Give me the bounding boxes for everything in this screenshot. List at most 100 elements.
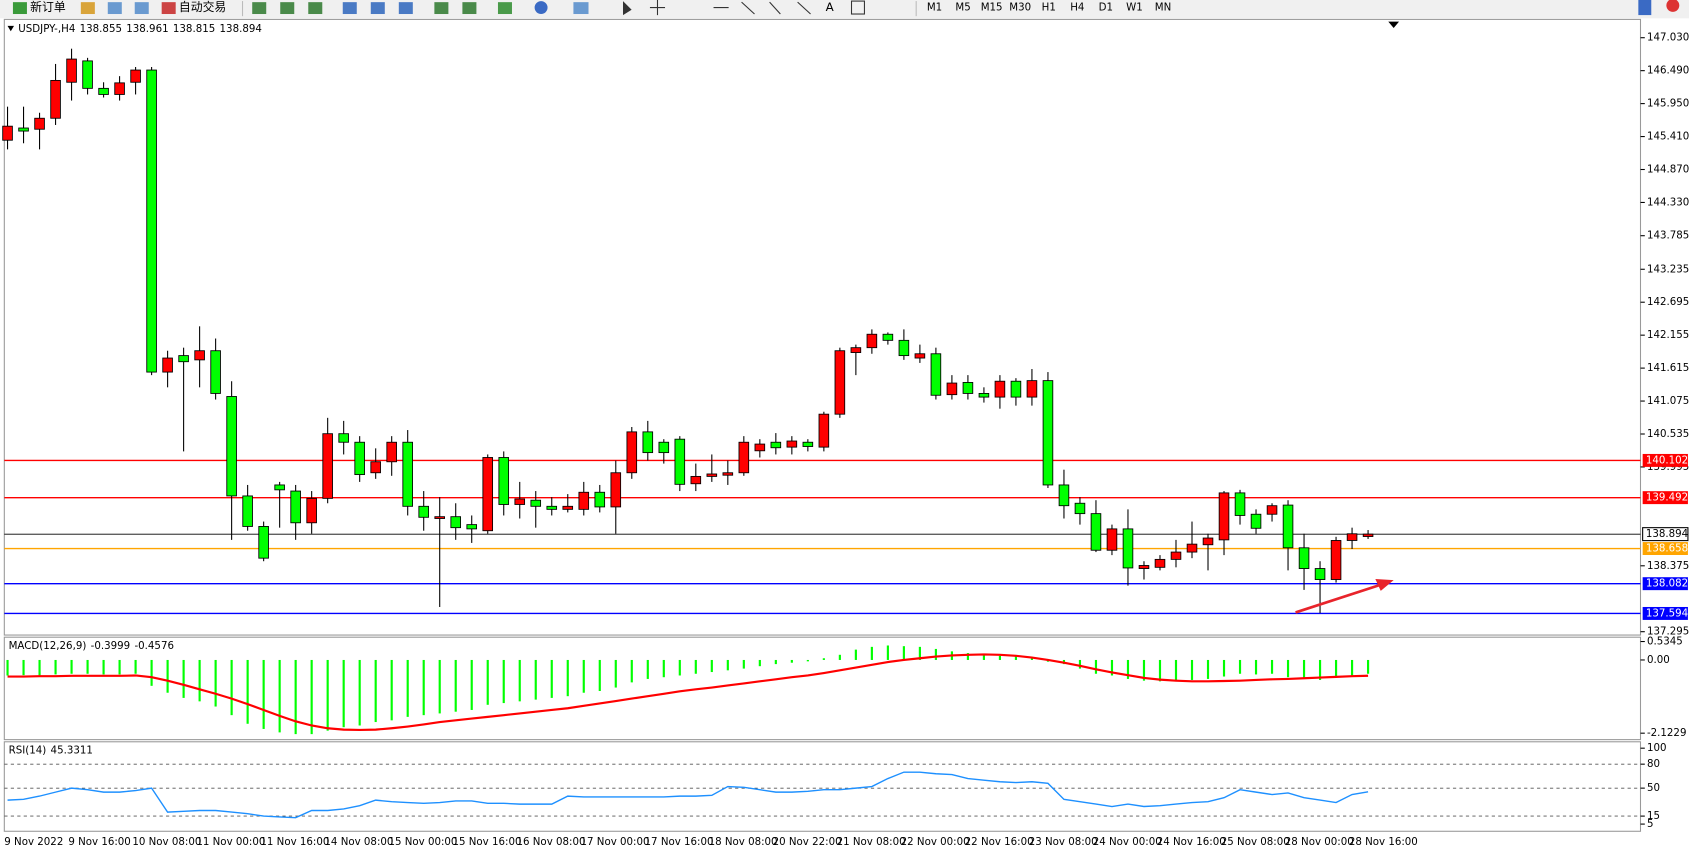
macd-bar — [454, 659, 457, 712]
timeframe-button[interactable]: M15 — [981, 2, 1003, 14]
y-tick-label: 5 — [1647, 818, 1654, 830]
indicator-header: MACD(12,26,9) -0.3999 -0.4576 — [9, 640, 174, 652]
timeframes: M1 M5 M15 M30 H1 H4 D1 W1 MN — [927, 2, 1171, 14]
x-tick-label: 25 Nov 08:00 — [1221, 836, 1290, 848]
y-tick-label: 137.295 — [1647, 626, 1689, 638]
icon — [280, 2, 295, 15]
macd-bar — [966, 653, 969, 660]
macd-bar — [870, 646, 873, 660]
indicator-name: USDJPY-,H4 — [18, 23, 75, 35]
macd-signal — [7, 653, 1369, 732]
candle-body — [338, 433, 349, 443]
candle-body — [706, 473, 718, 477]
icon — [80, 2, 95, 15]
candle-body — [978, 392, 990, 398]
annotation-arrowhead — [1375, 578, 1394, 591]
macd-bar — [1366, 659, 1370, 674]
y-tick-label: 15 — [1647, 810, 1660, 822]
y-tick-label: 141.075 — [1647, 395, 1689, 407]
candle-body — [1218, 492, 1230, 541]
candle-body — [898, 339, 910, 357]
icon — [573, 2, 589, 15]
candle-body — [114, 82, 125, 95]
candle-body — [626, 431, 638, 474]
timeframe-button[interactable]: M30 — [1009, 2, 1031, 14]
macd-bar — [214, 659, 217, 707]
candle-body — [18, 127, 29, 132]
y-tick-label: 143.235 — [1647, 263, 1689, 275]
candle-body — [690, 475, 702, 485]
timeframe-button[interactable]: H4 — [1070, 2, 1084, 14]
candle-body — [1042, 380, 1054, 486]
price-level-label: 140.102 — [1646, 454, 1688, 466]
macd-bar — [1110, 659, 1114, 676]
candle-body — [386, 441, 397, 463]
y-tick-label: 80 — [1647, 758, 1660, 770]
timeframe-button[interactable]: M1 — [927, 2, 942, 14]
x-tick-label: 17 Nov 16:00 — [645, 836, 714, 848]
candle-body — [594, 491, 606, 508]
candle-body — [530, 499, 542, 507]
macd-bar — [246, 659, 249, 724]
macd-bar — [1270, 659, 1274, 674]
macd-bar — [38, 659, 41, 676]
indicator-value: 138.961 — [126, 23, 168, 35]
candle-body — [1106, 528, 1118, 551]
auto-trading-button[interactable]: 自动交易 — [179, 0, 226, 14]
macd-bar — [118, 659, 121, 675]
timeframe-button[interactable]: W1 — [1126, 2, 1143, 14]
macd-bar — [630, 659, 633, 683]
candle-body — [1282, 504, 1294, 549]
macd-bar — [1254, 659, 1258, 675]
candle-body — [50, 79, 61, 119]
macd-bar — [1334, 659, 1338, 678]
candle-body — [946, 382, 958, 396]
y-tick-label: 144.870 — [1647, 164, 1689, 176]
timeframe-button[interactable]: M5 — [955, 2, 970, 14]
macd-bar — [614, 659, 617, 688]
macd-bar — [1142, 659, 1146, 681]
bid-tag — [1642, 527, 1689, 542]
new-order-button[interactable]: 新订单 — [30, 0, 66, 14]
y-tick-label: 143.785 — [1647, 230, 1689, 242]
macd-bar — [486, 659, 489, 705]
candle-body — [2, 125, 13, 141]
macd-bar — [710, 659, 713, 673]
candle-body — [802, 441, 814, 447]
timeframe-button[interactable]: H1 — [1042, 2, 1056, 14]
macd-bar — [1158, 659, 1162, 682]
timeframe-button[interactable]: D1 — [1099, 2, 1113, 14]
candle-body — [210, 350, 221, 394]
macd-bar — [1222, 659, 1226, 677]
macd-bar — [278, 659, 281, 733]
y-tick-label: 142.155 — [1647, 329, 1689, 341]
timeframe-button[interactable]: MN — [1155, 2, 1171, 14]
candle-body — [754, 443, 766, 452]
candle-body — [402, 441, 413, 507]
macd-bar — [198, 659, 201, 702]
x-tick-label: 11 Nov 16:00 — [260, 836, 329, 848]
candle-body — [482, 457, 494, 532]
y-tick-label: 145.410 — [1647, 131, 1689, 143]
y-tick-label: 138.375 — [1647, 560, 1689, 572]
macd-bar — [262, 659, 265, 729]
macd-bar — [438, 659, 441, 714]
macd-bar — [582, 659, 585, 693]
candle-body — [994, 380, 1006, 398]
candle-body — [1314, 568, 1326, 580]
text-tool[interactable]: A — [826, 0, 834, 14]
macd-bar — [790, 659, 793, 663]
y-tick-label: 100 — [1647, 742, 1667, 754]
shift-marker — [1388, 21, 1400, 29]
candle-body — [882, 333, 894, 341]
macd-bar — [550, 659, 553, 698]
candle-body — [1234, 492, 1246, 516]
macd-bar — [822, 658, 825, 660]
candle-body — [162, 357, 173, 373]
candle-body — [226, 396, 237, 497]
candle-body — [34, 117, 45, 130]
candle-body — [290, 490, 301, 524]
macd-bar — [70, 659, 73, 674]
